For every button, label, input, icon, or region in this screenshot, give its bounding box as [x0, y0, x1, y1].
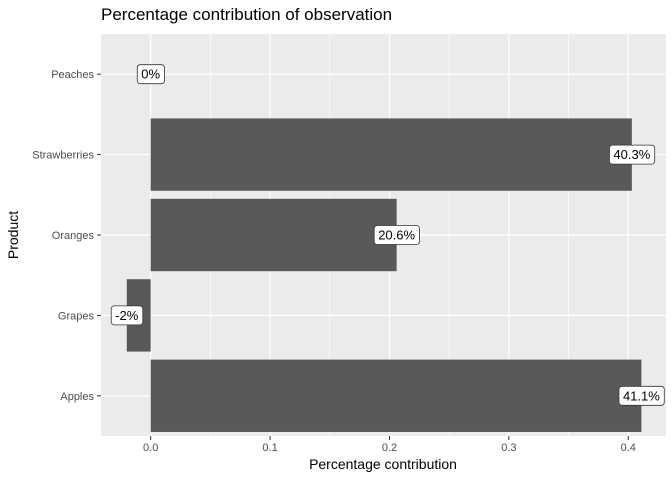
data-label: 40.3%	[609, 144, 656, 165]
data-label-box	[373, 225, 420, 245]
x-tick-label: 0.2	[382, 442, 397, 454]
y-tick-label: Strawberries	[32, 150, 94, 162]
data-label: -2%	[110, 305, 144, 326]
bar-oranges	[150, 198, 397, 272]
x-axis: 0.0 0.1 0.2 0.3 0.4	[143, 436, 636, 454]
data-label-box	[618, 385, 665, 406]
data-label: 0%	[136, 64, 165, 85]
data-label: 41.1%	[618, 385, 665, 406]
data-label: 20.6%	[373, 225, 420, 245]
y-axis: Apples Grapes Oranges Strawberries Peaches	[32, 69, 101, 403]
data-label-box	[609, 144, 656, 165]
bars	[126, 118, 642, 432]
x-tick-label: 0.0	[143, 442, 158, 454]
data-label-text: 0%	[141, 67, 160, 82]
chart-title: Percentage contribution of observation	[101, 5, 392, 24]
x-tick-label: 0.4	[621, 442, 636, 454]
y-axis-title: Product	[5, 211, 21, 259]
x-axis-title: Percentage contribution	[309, 456, 457, 472]
y-tick-label: Peaches	[51, 69, 94, 81]
data-label-text: -2%	[115, 308, 139, 323]
y-tick-label: Oranges	[52, 230, 95, 242]
bar-strawberries	[150, 118, 632, 191]
data-label-box	[110, 305, 144, 326]
data-labels: 41.1% -2% 20.6% 40.3% 0%	[110, 64, 665, 406]
x-tick-label: 0.3	[501, 442, 516, 454]
bar-apples	[150, 359, 642, 432]
x-tick-label: 0.1	[262, 442, 277, 454]
data-label-text: 20.6%	[378, 228, 415, 243]
y-tick-label: Grapes	[58, 310, 95, 322]
y-tick-label: Apples	[60, 391, 94, 403]
data-label-text: 40.3%	[613, 147, 650, 162]
data-label-text: 41.1%	[623, 388, 660, 403]
data-label-box	[136, 64, 165, 85]
